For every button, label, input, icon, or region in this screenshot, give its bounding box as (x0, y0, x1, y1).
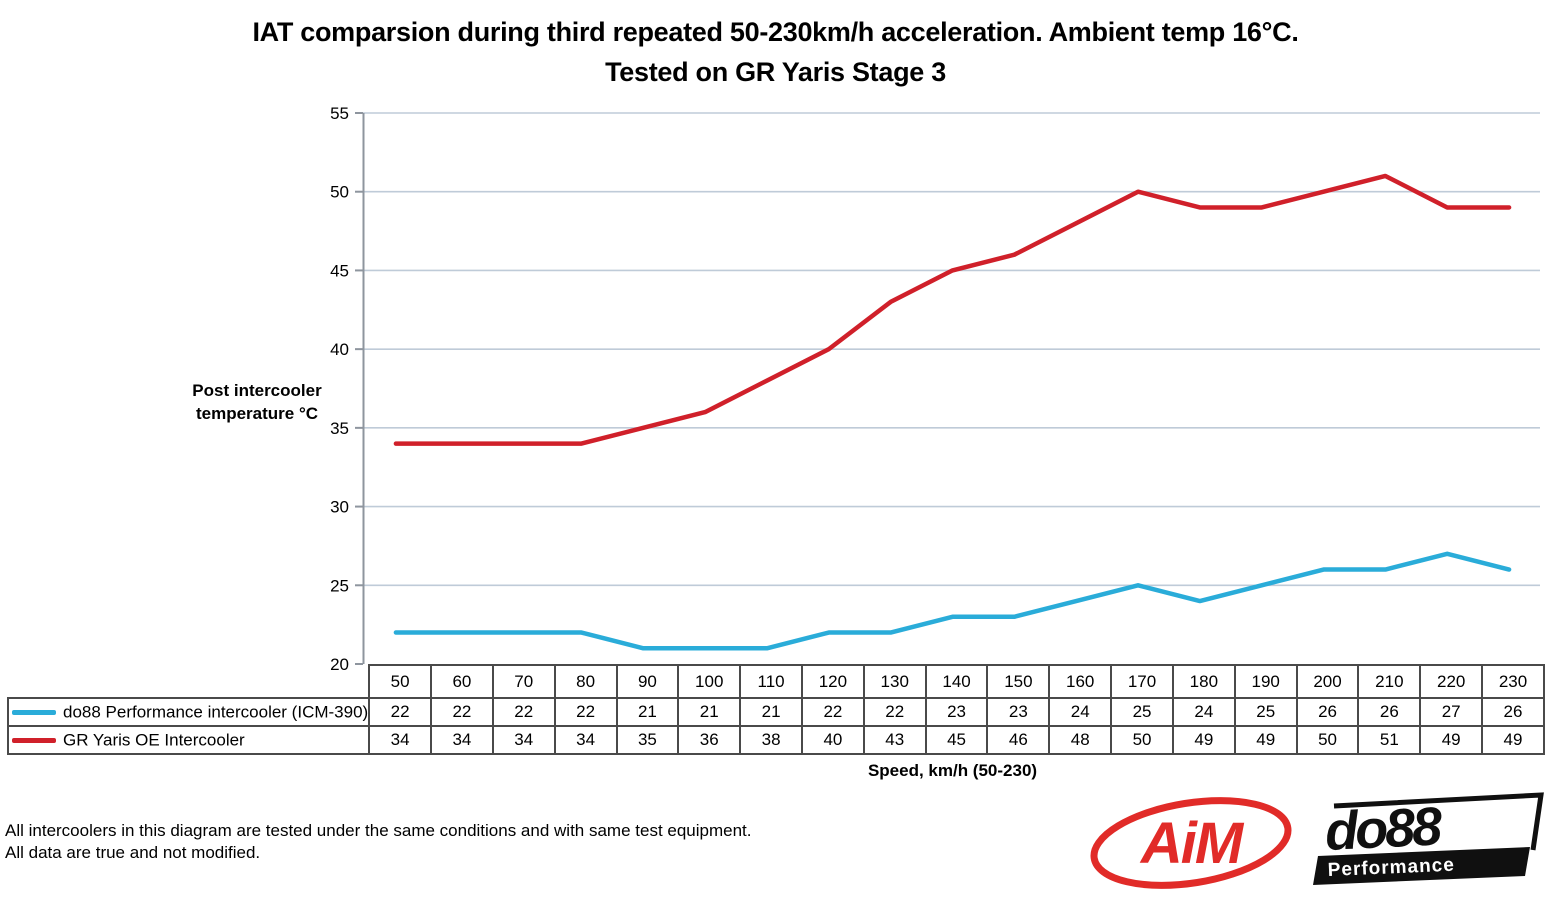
value-cell: 34 (491, 725, 556, 755)
series-line-1 (393, 173, 1512, 446)
value-cell: 43 (862, 725, 927, 755)
x-category-cell: 90 (615, 664, 680, 699)
x-category-cell: 80 (553, 664, 618, 699)
x-category-cell: 120 (800, 664, 865, 699)
x-category-cell: 210 (1357, 664, 1422, 699)
value-cell: 40 (800, 725, 865, 755)
legend-label-do88: do88 Performance intercooler (ICM-390) (63, 702, 369, 722)
value-cell: 26 (1481, 697, 1545, 727)
value-cell: 49 (1419, 725, 1484, 755)
value-cell: 50 (1110, 725, 1174, 755)
do88-line-swatch (12, 709, 56, 715)
legend-label-oe: GR Yaris OE Intercooler (63, 730, 245, 750)
y-axis-label-line2: temperature °C (195, 404, 319, 423)
y-tick-label: 35 (330, 419, 349, 438)
chart-title-line2: Tested on GR Yaris Stage 3 (605, 57, 946, 87)
value-cell: 26 (1357, 697, 1422, 727)
value-cell: 25 (1110, 697, 1174, 727)
value-cell: 22 (430, 697, 494, 727)
value-cell: 45 (924, 725, 989, 755)
do88-performance-bar (1313, 847, 1530, 885)
line-chart-plot-area: 20 25 30 35 40 45 50 55 (330, 104, 1540, 674)
x-category-cell: 60 (430, 664, 494, 699)
table-row-do88: do88 Performance intercooler (ICM-390) 2… (6, 697, 1545, 727)
value-cell: 34 (368, 725, 433, 755)
value-cell: 34 (430, 725, 494, 755)
value-cell: 48 (1048, 725, 1113, 755)
value-cell: 22 (862, 697, 927, 727)
value-cell: 24 (1171, 697, 1236, 727)
value-cell: 22 (368, 697, 433, 727)
y-tick-label: 30 (330, 498, 349, 517)
value-cell: 23 (986, 697, 1051, 727)
value-cell: 51 (1357, 725, 1422, 755)
value-cell: 22 (491, 697, 556, 727)
y-axis-label-line1: Post intercooler (192, 381, 322, 400)
x-axis-label: Speed, km/h (50-230) (867, 761, 1038, 780)
x-category-row: 50 60 70 80 90 100 110 120 130 140 150 160 170 180 190… (8, 664, 1545, 699)
x-category-cell: 170 (1110, 664, 1174, 699)
value-cell: 34 (553, 725, 618, 755)
x-category-cell: 70 (491, 664, 556, 699)
y-axis-label: Post intercooler temperature °C (182, 379, 332, 425)
x-category-cell: 180 (1171, 664, 1236, 699)
chart-title-line1: IAT comparsion during third repeated 50-… (252, 17, 1299, 47)
value-cell: 23 (924, 697, 989, 727)
do88-logo: do88 Performance (1313, 792, 1544, 885)
value-cell: 49 (1481, 725, 1545, 755)
value-cell: 50 (1295, 725, 1360, 755)
y-tick-label: 45 (330, 261, 349, 280)
do88-logo-outline (1333, 792, 1544, 851)
value-cell: 46 (986, 725, 1051, 755)
value-cell: 36 (677, 725, 742, 755)
aim-logo-ellipse (1090, 797, 1292, 889)
value-cell: 21 (677, 697, 742, 727)
x-category-cell: 50 (368, 664, 433, 699)
value-cell: 35 (615, 725, 680, 755)
x-category-cell: 130 (862, 664, 927, 699)
value-cell: 21 (739, 697, 803, 727)
oe-line-swatch (12, 737, 56, 743)
value-cell: 21 (615, 697, 680, 727)
table-row-oe: GR Yaris OE Intercooler 34 34 34 34 35 36 38 40… (6, 725, 1545, 755)
aim-logo-text: AiM (1139, 811, 1245, 876)
x-category-cell: 150 (986, 664, 1051, 699)
aim-logo: AiM (1090, 797, 1292, 889)
legend-cell-do88: do88 Performance intercooler (ICM-390) (6, 697, 371, 727)
x-category-cell: 140 (924, 664, 989, 699)
value-cell: 22 (800, 697, 865, 727)
chart-title: IAT comparsion during third repeated 50-… (0, 12, 1551, 92)
value-cell: 27 (1419, 697, 1484, 727)
footer-note-line2: All data are true and not modified. (5, 843, 261, 862)
x-category-cell: 190 (1233, 664, 1298, 699)
value-cell: 49 (1171, 725, 1236, 755)
x-category-cell: 230 (1481, 664, 1545, 699)
legend-cell-oe: GR Yaris OE Intercooler (6, 725, 371, 755)
data-table: 50 60 70 80 90 100 110 120 130 140 150 160 170 180 190… (6, 664, 1545, 755)
value-cell: 24 (1048, 697, 1113, 727)
series-line-0 (393, 551, 1512, 651)
x-category-cell: 220 (1419, 664, 1484, 699)
y-tick-label: 20 (330, 655, 349, 674)
y-tick-label: 40 (330, 340, 349, 359)
value-cell: 22 (553, 697, 618, 727)
do88-logo-text: do88 (1324, 796, 1444, 862)
x-category-cell: 110 (739, 664, 803, 699)
footer-note: All intercoolers in this diagram are tes… (5, 820, 752, 864)
x-category-cell: 100 (677, 664, 742, 699)
value-cell: 26 (1295, 697, 1360, 727)
value-cell: 49 (1233, 725, 1298, 755)
table-blank-corner (8, 665, 369, 698)
y-tick-label: 50 (330, 183, 349, 202)
y-tick-label: 25 (330, 576, 349, 595)
value-cell: 25 (1233, 697, 1298, 727)
footer-note-line1: All intercoolers in this diagram are tes… (5, 821, 752, 840)
value-cell: 38 (739, 725, 803, 755)
y-tick-label: 55 (330, 104, 349, 123)
x-category-cell: 200 (1295, 664, 1360, 699)
x-category-cell: 160 (1048, 664, 1113, 699)
